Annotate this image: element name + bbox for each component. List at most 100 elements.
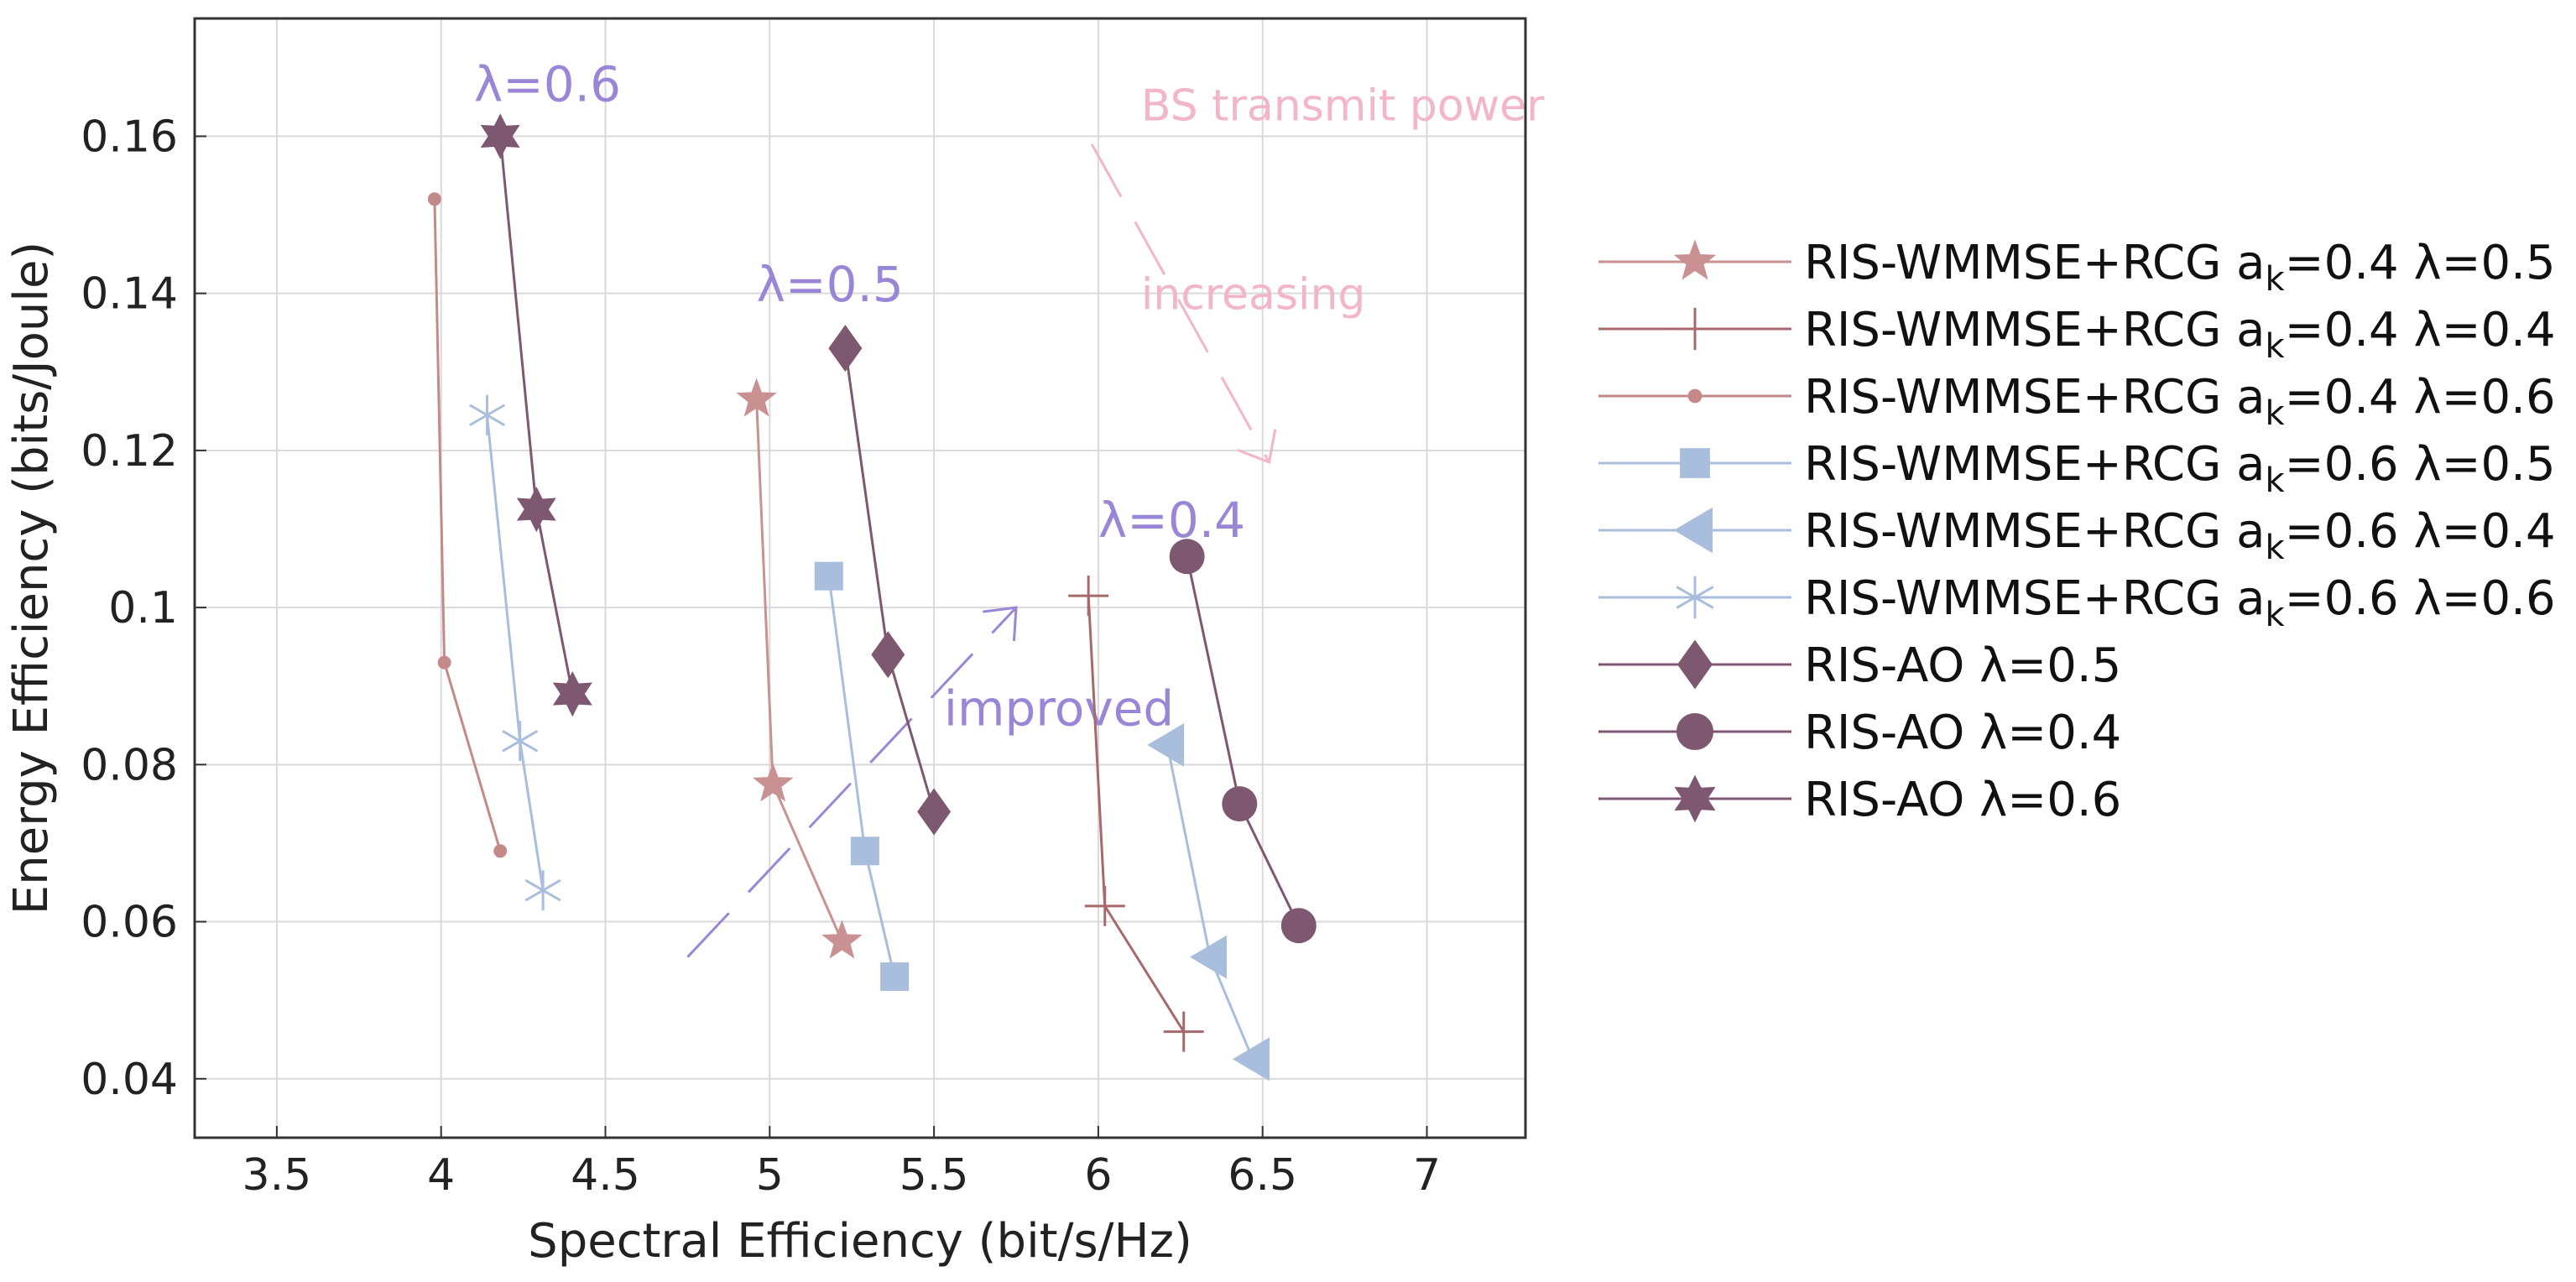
annotation-improved: improved: [944, 680, 1174, 737]
series-9: [480, 113, 592, 717]
annotation-bs-transmit-power: BS transmit power: [1141, 81, 1545, 132]
x-tick-label: 6: [1084, 1150, 1112, 1201]
series-line: [1186, 555, 1301, 926]
data-point: [524, 870, 561, 911]
y-tick-label: 0.16: [81, 112, 178, 162]
series-2: [1068, 576, 1204, 1052]
annotation-increasing: increasing: [1141, 269, 1366, 320]
y-tick-label: 0.1: [108, 583, 178, 633]
legend-label: RIS-WMMSE+RCG ak=0.4 λ=0.5: [1804, 236, 2556, 299]
y-tick-label: 0.06: [81, 898, 178, 948]
series-4: [814, 561, 910, 992]
legend-marker: [1673, 239, 1717, 280]
improved-arrow-head: [983, 606, 1018, 642]
legend-marker: [1687, 388, 1703, 404]
data-point: [828, 325, 863, 373]
annotations: λ=0.6 λ=0.5 λ=0.4 improved BS transmit p…: [474, 55, 1545, 958]
data-point: [871, 631, 905, 679]
x-tick-label: 7: [1413, 1150, 1441, 1201]
data-point: [480, 113, 520, 159]
legend-marker: [1674, 774, 1716, 823]
legend-label: RIS-AO λ=0.4: [1804, 706, 2121, 760]
grid: [195, 18, 1525, 1138]
data-point: [736, 378, 777, 417]
legend-marker: [1673, 507, 1713, 554]
legend-item: RIS-WMMSE+RCG ak=0.6 λ=0.5: [1598, 437, 2556, 500]
annotation-lambda-0-5: λ=0.5: [757, 256, 904, 313]
data-point: [1222, 786, 1258, 822]
data-point: [1190, 935, 1228, 979]
y-tick-label: 0.14: [81, 269, 178, 320]
data-point: [502, 721, 539, 762]
data-point: [1280, 908, 1317, 944]
legend-marker: [1673, 307, 1717, 351]
data-point: [1163, 1011, 1204, 1052]
legend-item: RIS-WMMSE+RCG ak=0.6 λ=0.4: [1598, 504, 2556, 567]
legend-item: RIS-AO λ=0.6: [1598, 773, 2121, 827]
data-point: [468, 394, 506, 435]
data-point: [917, 788, 952, 836]
x-tick-label: 5.5: [900, 1150, 969, 1201]
legend-item: RIS-AO λ=0.4: [1598, 706, 2121, 760]
data-point: [427, 192, 441, 206]
series-line: [1087, 596, 1185, 1033]
series-3: [427, 192, 508, 858]
series-8: [1169, 539, 1317, 944]
axis-ticks: 3.5 4 4.5 5 5.5 6 6.5 7 0.04 0.06 0.08 0.1 0.12 0.14 0…: [81, 112, 1441, 1201]
data-point: [753, 763, 794, 802]
data-point: [516, 486, 556, 533]
y-tick-label: 0.08: [81, 740, 178, 790]
x-tick-label: 6.5: [1228, 1150, 1297, 1201]
power-arrow: [1090, 143, 1270, 463]
annotation-lambda-0-6: λ=0.6: [474, 55, 621, 112]
x-tick-label: 5: [756, 1150, 784, 1201]
legend-item: RIS-AO λ=0.5: [1598, 638, 2121, 693]
data-point: [1232, 1037, 1270, 1081]
legend-label: RIS-WMMSE+RCG ak=0.6 λ=0.4: [1804, 504, 2556, 567]
x-tick-label: 4: [427, 1150, 455, 1201]
data-point: [1084, 885, 1125, 926]
legend-marker: [1677, 639, 1713, 690]
legend-label: RIS-WMMSE+RCG ak=0.6 λ=0.5: [1804, 437, 2556, 500]
series-line: [433, 199, 502, 852]
series-line: [498, 136, 574, 695]
legend-item: RIS-WMMSE+RCG ak=0.4 λ=0.5: [1598, 236, 2556, 299]
improved-arrow: [686, 607, 1018, 958]
y-tick-label: 0.12: [81, 426, 178, 477]
legend-box: [1577, 210, 2559, 948]
data-point: [880, 962, 910, 992]
legend-label: RIS-AO λ=0.5: [1804, 638, 2121, 693]
legend-label: RIS-WMMSE+RCG ak=0.4 λ=0.4: [1804, 303, 2556, 366]
power-arrow-head: [1237, 429, 1277, 464]
legend-item: RIS-WMMSE+RCG ak=0.4 λ=0.4: [1598, 303, 2556, 366]
series-7: [828, 325, 952, 836]
plot-frame: [193, 17, 1527, 1139]
data-point: [850, 836, 879, 866]
series-5: [1147, 722, 1270, 1081]
legend-marker: [1680, 448, 1710, 478]
legend-marker: [1676, 576, 1714, 619]
series-6: [468, 394, 561, 911]
y-axis-label: Energy Efficiency (bits/Joule): [4, 242, 59, 915]
legend-marker: [1676, 712, 1714, 751]
data-point: [1147, 722, 1185, 767]
data-point: [1068, 576, 1109, 617]
data-point: [493, 844, 508, 858]
legend-label: RIS-WMMSE+RCG ak=0.6 λ=0.6: [1804, 571, 2556, 634]
plot-series: [427, 113, 1317, 1081]
y-tick-label: 0.04: [81, 1055, 178, 1105]
legend-item: RIS-WMMSE+RCG ak=0.4 λ=0.6: [1598, 370, 2556, 433]
legend-item: RIS-WMMSE+RCG ak=0.6 λ=0.6: [1598, 571, 2556, 634]
x-axis-label: Spectral Efficiency (bit/s/Hz): [528, 1214, 1192, 1269]
data-point: [814, 561, 843, 591]
annotation-lambda-0-4: λ=0.4: [1098, 492, 1245, 549]
x-tick-label: 3.5: [242, 1150, 312, 1201]
x-tick-label: 4.5: [571, 1150, 640, 1201]
legend-label: RIS-AO λ=0.6: [1804, 773, 2121, 827]
data-point: [552, 670, 592, 717]
data-point: [1169, 539, 1205, 575]
data-point: [821, 920, 863, 959]
data-point: [437, 655, 451, 670]
legend: RIS-WMMSE+RCG ak=0.4 λ=0.5RIS-WMMSE+RCG …: [1577, 210, 2559, 948]
